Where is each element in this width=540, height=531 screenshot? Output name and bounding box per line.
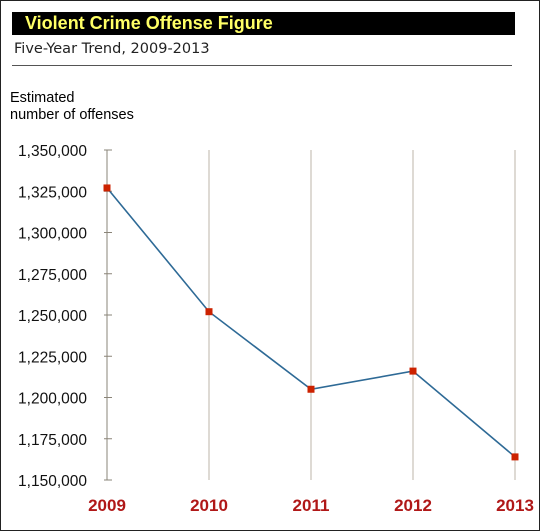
- x-tick-label-2012: 2012: [394, 496, 432, 515]
- y-tick-label: 1,350,000: [18, 143, 87, 160]
- x-tick-label-2013: 2013: [496, 496, 534, 515]
- x-tick-label-2009: 2009: [88, 496, 126, 515]
- chart-title: Violent Crime Offense Figure: [25, 13, 273, 33]
- y-tick-label: 1,325,000: [18, 184, 87, 201]
- x-tick-label-2010: 2010: [190, 496, 228, 515]
- y-axis-label-line-1: Estimated: [10, 90, 75, 106]
- y-axis-label: Estimated number of offenses: [10, 90, 134, 124]
- data-point-2009: [103, 184, 111, 192]
- y-axis-label-line-2: number of offenses: [10, 107, 134, 123]
- y-tick-label: 1,225,000: [18, 349, 87, 366]
- data-point-2013: [511, 453, 519, 461]
- subtitle-divider: [12, 65, 512, 66]
- data-point-2011: [307, 385, 315, 393]
- y-tick-label: 1,275,000: [18, 267, 87, 284]
- data-point-2010: [205, 308, 213, 316]
- y-tick-label: 1,175,000: [18, 432, 87, 449]
- title-bar: Violent Crime Offense Figure: [12, 12, 515, 35]
- data-point-2012: [409, 367, 417, 375]
- x-tick-label-2011: 2011: [293, 496, 330, 515]
- chart-subtitle: Five-Year Trend, 2009-2013: [14, 41, 210, 57]
- y-tick-label: 1,200,000: [18, 391, 87, 408]
- y-tick-label: 1,300,000: [18, 226, 87, 243]
- y-tick-label: 1,150,000: [18, 473, 87, 490]
- y-tick-label: 1,250,000: [18, 308, 87, 325]
